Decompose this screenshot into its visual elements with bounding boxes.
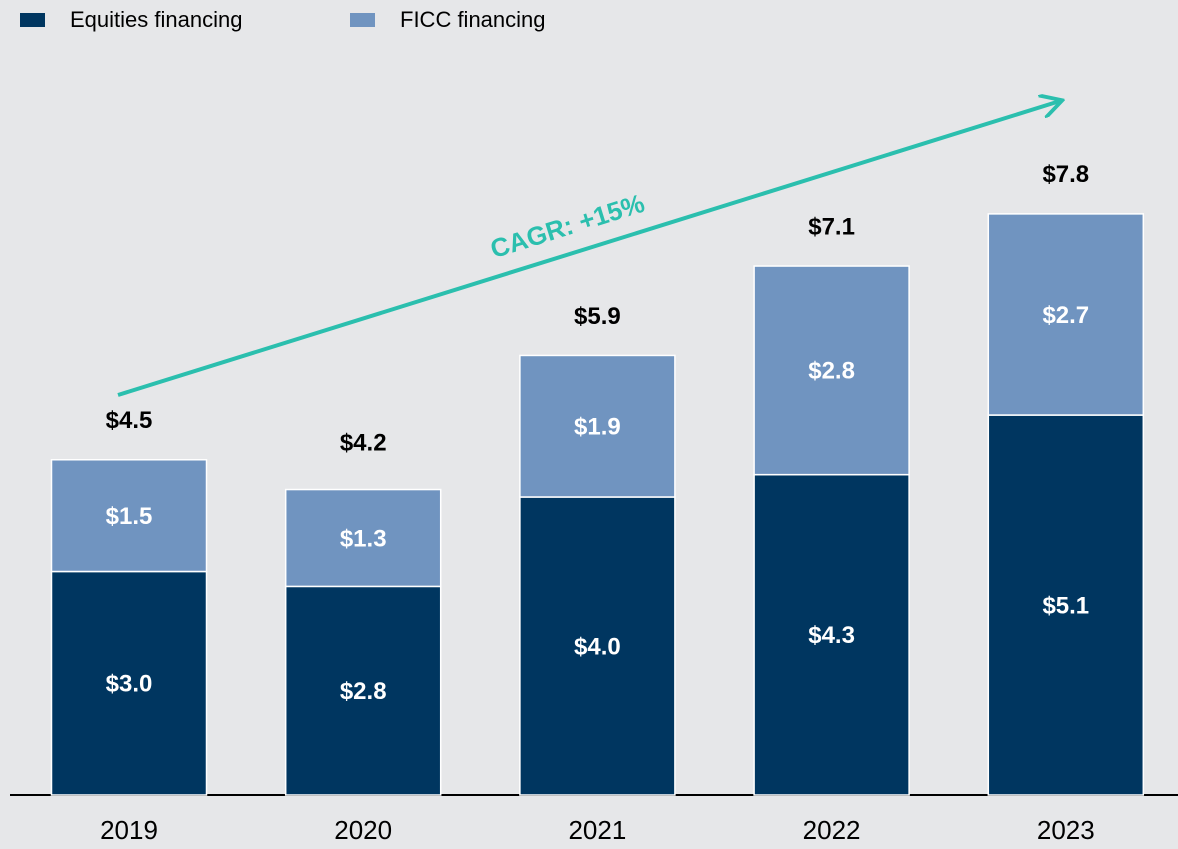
- segment-label: $1.5: [106, 503, 153, 530]
- bar-segment: [987, 414, 1145, 796]
- bar-segment: [987, 213, 1145, 416]
- total-label: $5.9: [574, 303, 621, 330]
- x-tick-label: 2020: [334, 815, 392, 845]
- total-label: $4.5: [106, 407, 153, 434]
- segment-label: $1.9: [574, 414, 621, 441]
- segment-label: $5.1: [1042, 592, 1089, 619]
- bar-segment: [753, 473, 910, 796]
- legend-swatch: [20, 13, 45, 27]
- x-tick-label: 2022: [803, 815, 861, 845]
- segment-label: $4.0: [574, 633, 621, 660]
- segment-label: $2.7: [1042, 302, 1089, 329]
- legend-label: Equities financing: [70, 7, 242, 32]
- x-tick-label: 2021: [568, 815, 626, 845]
- segment-label: $2.8: [340, 678, 387, 705]
- total-label: $7.8: [1042, 161, 1089, 188]
- segment-label: $4.3: [808, 622, 855, 649]
- segment-label: $1.3: [340, 525, 387, 552]
- segment-label: $2.8: [808, 358, 855, 385]
- bar-segment: [50, 570, 208, 796]
- x-tick-label: 2023: [1037, 815, 1095, 845]
- legend-swatch: [350, 13, 375, 27]
- total-label: $7.1: [808, 213, 855, 240]
- bar-segment: [284, 488, 442, 588]
- bar-segment: [753, 265, 910, 476]
- segment-label: $3.0: [106, 671, 153, 698]
- bar-segment: [284, 585, 442, 796]
- cagr-arrow: [117, 101, 1060, 397]
- x-tick-label: 2019: [100, 815, 158, 845]
- total-label: $4.2: [340, 429, 387, 456]
- legend-label: FICC financing: [400, 7, 546, 32]
- bar-segment: [519, 496, 676, 796]
- bar-segment: [50, 459, 208, 573]
- bar-segment: [519, 354, 676, 498]
